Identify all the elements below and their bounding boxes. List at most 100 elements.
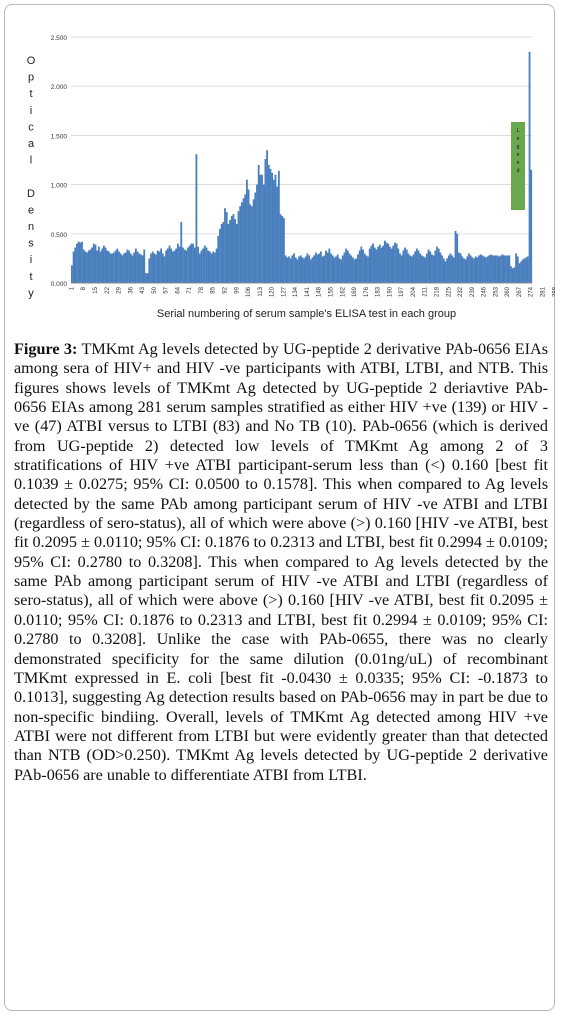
- figure-frame: [4, 4, 555, 1011]
- y-label-letter: s: [28, 238, 34, 250]
- bar: [294, 257, 297, 283]
- bar: [375, 249, 378, 283]
- x-tick-label: 15: [93, 286, 99, 293]
- bar: [362, 249, 364, 283]
- x-tick-label: 134: [293, 286, 299, 297]
- bar: [91, 247, 94, 283]
- bar: [318, 253, 321, 283]
- bar: [405, 249, 408, 283]
- x-tick-label: 22: [105, 286, 111, 293]
- bar: [298, 256, 300, 283]
- bar: [239, 206, 242, 283]
- bar: [335, 256, 337, 283]
- y-label-letter: p: [28, 72, 34, 84]
- bar: [182, 247, 184, 283]
- bar: [214, 252, 216, 283]
- bar: [399, 253, 401, 283]
- y-tick-label: 1.000: [51, 183, 68, 190]
- bar: [96, 250, 99, 283]
- bar: [284, 255, 287, 283]
- bar: [208, 251, 211, 283]
- bar: [101, 248, 104, 283]
- bar: [72, 251, 75, 283]
- bar: [394, 242, 396, 283]
- bar: [483, 256, 486, 283]
- bar: [463, 258, 465, 283]
- y-tick-label: 0.000: [51, 281, 68, 288]
- bar: [518, 263, 521, 283]
- y-label-letter: y: [28, 287, 34, 299]
- bar: [299, 255, 302, 283]
- x-tick-label: 260: [505, 286, 511, 297]
- x-tick-label: 36: [128, 286, 134, 293]
- bar: [459, 253, 462, 283]
- bar: [193, 247, 196, 283]
- bar: [118, 251, 120, 283]
- bar: [77, 241, 80, 283]
- bar: [420, 255, 423, 283]
- bar: [331, 255, 334, 283]
- bar: [178, 246, 181, 283]
- bar: [102, 245, 105, 283]
- x-tick-label: 155: [329, 286, 335, 297]
- bar: [289, 258, 292, 283]
- bar: [225, 212, 228, 283]
- x-tick-labels: 1 8 15 22 29 36 43 50 57 64 71 78 85 92 99 106 113 120 127…: [69, 286, 558, 297]
- bar: [303, 258, 306, 283]
- bar: [400, 255, 403, 283]
- bar: [97, 246, 100, 283]
- bar: [220, 223, 223, 283]
- bar: [530, 169, 533, 283]
- bar: [340, 259, 343, 283]
- bar: [252, 199, 255, 283]
- y-label-letter: t: [29, 88, 32, 100]
- gridlines: [71, 36, 532, 284]
- bar: [264, 159, 267, 283]
- y-label-letter: l: [30, 155, 32, 167]
- bar: [358, 250, 361, 283]
- x-tick-label: 141: [305, 286, 311, 297]
- bar: [89, 249, 92, 283]
- figure-caption: Figure 3: TMKmt Ag levels detected by UG…: [14, 340, 548, 785]
- bar: [328, 248, 331, 283]
- bar: [380, 247, 383, 283]
- bar: [370, 245, 373, 283]
- bar: [511, 268, 514, 283]
- bar: [251, 206, 253, 283]
- bar: [473, 258, 475, 283]
- bar: [203, 245, 206, 283]
- bar: [108, 251, 110, 283]
- bar: [293, 253, 295, 283]
- bar: [259, 174, 262, 283]
- bar: [474, 256, 477, 283]
- legend-letter: g: [517, 144, 520, 150]
- bar: [378, 244, 381, 283]
- x-tick-label: 253: [493, 286, 499, 297]
- y-label-letter: n: [28, 221, 34, 233]
- bar: [441, 255, 443, 283]
- bar: [412, 254, 415, 283]
- bar: [87, 250, 90, 283]
- bar: [311, 257, 314, 283]
- bar: [153, 253, 156, 283]
- bar: [104, 247, 107, 283]
- bar: [523, 258, 526, 283]
- bar: [343, 252, 346, 283]
- y-tick-label: 2.500: [51, 35, 68, 42]
- bar: [325, 250, 327, 283]
- bars: [71, 51, 533, 283]
- bar: [461, 256, 464, 283]
- bar: [410, 256, 413, 283]
- bar: [314, 252, 317, 283]
- bar: [242, 198, 245, 283]
- bar: [99, 251, 102, 283]
- bar: [92, 243, 95, 283]
- y-tick-label: 2.000: [51, 84, 68, 91]
- bar: [269, 168, 272, 283]
- bar: [190, 243, 193, 283]
- bar: [145, 273, 147, 283]
- bar: [106, 250, 109, 283]
- bar: [383, 240, 386, 283]
- bar: [131, 255, 134, 283]
